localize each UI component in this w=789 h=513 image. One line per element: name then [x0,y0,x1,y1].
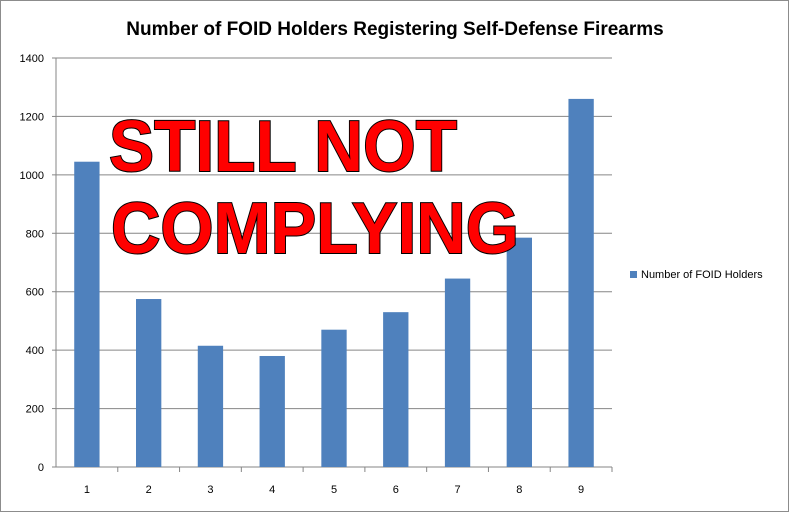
y-tick-label: 0 [38,462,44,474]
x-tick-label: 3 [207,484,213,496]
legend-label: Number of FOID Holders [641,269,763,281]
overlay-stamp: STILL NOT COMPLYING [108,106,520,270]
y-axis-ticks: 0 200 400 600 800 1000 1200 1400 [20,53,56,474]
y-tick-label: 1400 [20,53,44,65]
bar [321,329,347,467]
y-tick-label: 1200 [20,111,44,123]
legend-swatch [630,271,637,278]
bar [74,161,100,468]
y-tick-label: 1000 [20,170,44,182]
legend: Number of FOID Holders [630,269,763,281]
bar [197,345,224,467]
bar [383,312,409,467]
x-tick-label: 9 [578,484,584,496]
y-tick-label: 200 [26,404,44,416]
x-tick-label: 6 [393,484,399,496]
x-tick-label: 1 [84,484,90,496]
x-tick-label: 7 [454,484,460,496]
bar [259,355,285,467]
overlay-line-2: COMPLYING [111,189,519,269]
y-tick-label: 800 [26,228,44,240]
bar [506,237,532,467]
bar [568,98,594,468]
x-axis-ticks: 1 2 3 4 5 6 7 8 9 [84,467,613,496]
x-tick-label: 2 [146,484,152,496]
y-tick-label: 400 [26,345,44,357]
x-tick-label: 8 [516,484,522,496]
x-tick-label: 5 [331,484,337,496]
overlay-line-1: STILL NOT [109,107,457,187]
chart-title: Number of FOID Holders Registering Self-… [126,19,663,40]
bar [136,299,162,467]
bars [74,98,594,468]
x-tick-label: 4 [269,484,275,496]
y-tick-label: 600 [26,287,44,299]
bar [444,278,471,467]
